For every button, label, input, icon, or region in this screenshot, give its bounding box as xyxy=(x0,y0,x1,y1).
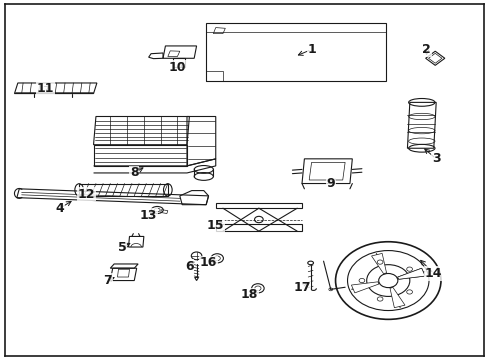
Text: 9: 9 xyxy=(326,177,334,190)
Polygon shape xyxy=(397,268,424,279)
Text: 1: 1 xyxy=(306,43,315,56)
Text: 18: 18 xyxy=(240,288,258,301)
Text: 14: 14 xyxy=(424,267,442,280)
Text: 5: 5 xyxy=(118,240,126,253)
Polygon shape xyxy=(371,253,386,274)
Ellipse shape xyxy=(378,274,397,288)
Text: 15: 15 xyxy=(206,219,224,232)
Text: 11: 11 xyxy=(37,82,54,95)
Text: 4: 4 xyxy=(56,202,64,215)
Text: 16: 16 xyxy=(200,256,217,269)
Text: 2: 2 xyxy=(421,43,430,56)
Polygon shape xyxy=(389,288,404,308)
Text: 6: 6 xyxy=(184,260,193,273)
Text: 10: 10 xyxy=(168,60,186,73)
Text: 7: 7 xyxy=(103,274,112,287)
Text: 17: 17 xyxy=(293,281,310,294)
Text: 8: 8 xyxy=(130,166,138,179)
Polygon shape xyxy=(351,282,378,293)
Text: 3: 3 xyxy=(431,152,440,165)
Polygon shape xyxy=(397,268,424,279)
Text: 12: 12 xyxy=(78,188,95,201)
Text: 13: 13 xyxy=(140,209,157,222)
